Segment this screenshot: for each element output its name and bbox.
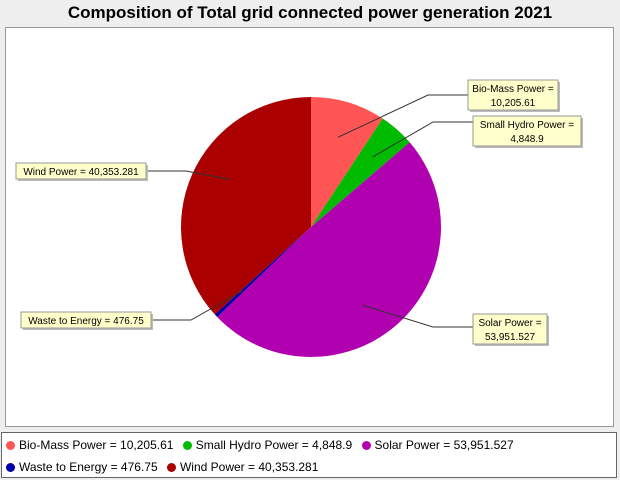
chart-title: Composition of Total grid connected powe… bbox=[67, 3, 553, 22]
slice-labels: Bio-Mass Power = 10,205.61 Small Hydro Pow… bbox=[15, 79, 583, 346]
pie-chart: Bio-Mass Power = 10,205.61 Small Hydro Pow… bbox=[15, 79, 583, 357]
label-text: Small Hydro Power = bbox=[480, 120, 574, 131]
label-text: Solar Power = bbox=[478, 318, 541, 329]
legend: Bio-Mass Power = 10,205.61 Small Hydro P… bbox=[1, 432, 617, 478]
pie-slice-small-hydro-power bbox=[311, 118, 410, 227]
label-box bbox=[472, 313, 548, 345]
legend-row: Waste to Energy = 476.75 Wind Power = 40… bbox=[6, 459, 324, 475]
legend-label: Solar Power = 53,951.527 bbox=[374, 437, 514, 452]
slice-label: Waste to Energy = 476.75 bbox=[20, 311, 153, 330]
leader-line bbox=[362, 304, 473, 328]
legend-item-solar: Solar Power = 53,951.527 bbox=[361, 437, 514, 452]
legend-row: Bio-Mass Power = 10,205.61 Small Hydro P… bbox=[6, 437, 520, 453]
legend-label: Bio-Mass Power = 10,205.61 bbox=[19, 437, 174, 452]
label-box bbox=[472, 115, 582, 147]
label-text: 53,951.527 bbox=[485, 332, 535, 343]
legend-swatch bbox=[361, 440, 371, 450]
legend-swatch bbox=[6, 440, 15, 450]
legend-label: Small Hydro Power = 4,848.9 bbox=[195, 437, 353, 452]
legend-swatch bbox=[166, 462, 176, 472]
label-text: Bio-Mass Power = bbox=[472, 84, 554, 95]
legend-label: Wind Power = 40,353.281 bbox=[179, 459, 319, 474]
pie-slice-solar-power bbox=[217, 142, 441, 357]
leader-line bbox=[151, 290, 243, 321]
legend-item-wind: Wind Power = 40,353.281 bbox=[166, 459, 319, 474]
label-box bbox=[20, 311, 152, 329]
slice-label: Small Hydro Power = 4,848.9 bbox=[472, 115, 583, 148]
label-text: Waste to Energy = 476.75 bbox=[28, 316, 144, 327]
leader-line bbox=[337, 94, 468, 138]
pie-slices bbox=[180, 97, 441, 357]
legend-label: Waste to Energy = 476.75 bbox=[19, 459, 158, 474]
slice-label: Bio-Mass Power = 10,205.61 bbox=[467, 79, 560, 112]
plot-area: Bio-Mass Power = 10,205.61 Small Hydro Pow… bbox=[5, 27, 614, 427]
legend-swatch bbox=[6, 462, 15, 472]
pie-slice-waste-to-energy bbox=[214, 227, 311, 318]
pie-slice-bio-mass-power bbox=[311, 97, 383, 227]
legend-swatch bbox=[182, 440, 192, 450]
slice-label: Wind Power = 40,353.281 bbox=[15, 162, 148, 181]
label-box bbox=[15, 162, 147, 180]
label-text: 10,205.61 bbox=[491, 98, 536, 109]
label-leader-lines bbox=[146, 94, 473, 328]
label-box bbox=[467, 79, 559, 111]
legend-item-waste-to-energy: Waste to Energy = 476.75 bbox=[6, 460, 158, 474]
leader-line bbox=[146, 170, 231, 181]
legend-item-bio-mass: Bio-Mass Power = 10,205.61 bbox=[6, 438, 173, 452]
legend-item-small-hydro: Small Hydro Power = 4,848.9 bbox=[182, 437, 353, 452]
label-text: Wind Power = 40,353.281 bbox=[23, 167, 139, 178]
pie-slice-wind-power bbox=[180, 97, 311, 315]
leader-line bbox=[372, 121, 473, 158]
slice-label: Solar Power = 53,951.527 bbox=[472, 313, 549, 346]
label-text: 4,848.9 bbox=[510, 134, 544, 145]
